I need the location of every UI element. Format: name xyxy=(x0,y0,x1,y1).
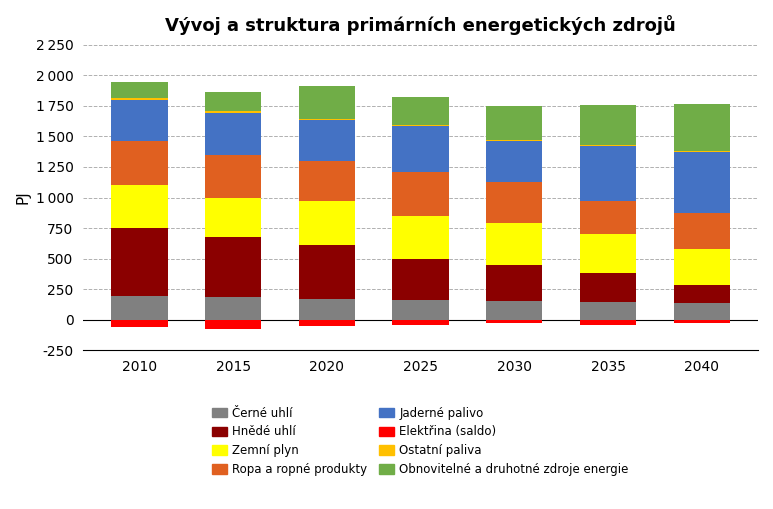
Bar xyxy=(580,146,636,201)
Bar xyxy=(205,155,261,197)
Bar xyxy=(205,197,261,237)
Bar xyxy=(393,216,448,259)
Bar xyxy=(393,320,448,325)
Bar xyxy=(298,161,355,201)
Bar xyxy=(205,237,261,297)
Legend: Černé uhlí, Hnědé uhlí, Zemní plyn, Ropa a ropné produkty, Jaderné palivo, Elekt: Černé uhlí, Hnědé uhlí, Zemní plyn, Ropa… xyxy=(208,402,634,481)
Bar xyxy=(298,120,355,161)
Bar xyxy=(673,320,730,323)
Bar xyxy=(580,145,636,146)
Bar xyxy=(111,320,168,327)
Y-axis label: PJ: PJ xyxy=(15,191,30,205)
Bar xyxy=(580,234,636,273)
Bar xyxy=(580,320,636,325)
Bar xyxy=(486,265,543,301)
Bar xyxy=(673,249,730,286)
Bar xyxy=(111,98,168,100)
Bar xyxy=(486,106,543,139)
Bar xyxy=(205,93,261,111)
Bar xyxy=(393,300,448,320)
Bar xyxy=(393,97,448,125)
Bar xyxy=(673,104,730,151)
Bar xyxy=(673,151,730,152)
Bar xyxy=(580,302,636,320)
Bar xyxy=(298,119,355,120)
Bar xyxy=(486,182,543,222)
Bar xyxy=(111,296,168,320)
Bar xyxy=(393,125,448,126)
Bar xyxy=(673,302,730,320)
Bar xyxy=(673,213,730,249)
Bar xyxy=(673,152,730,213)
Bar xyxy=(111,228,168,296)
Bar xyxy=(580,273,636,302)
Bar xyxy=(298,87,355,119)
Bar xyxy=(111,82,168,98)
Bar xyxy=(486,301,543,320)
Bar xyxy=(205,111,261,114)
Bar xyxy=(673,286,730,302)
Bar xyxy=(205,297,261,320)
Bar xyxy=(298,244,355,299)
Title: Vývoj a struktura primárních energetických zdrojů: Vývoj a struktura primárních energetický… xyxy=(165,15,676,35)
Bar xyxy=(111,140,168,185)
Bar xyxy=(486,140,543,182)
Bar xyxy=(393,172,448,216)
Bar xyxy=(298,201,355,244)
Bar xyxy=(111,185,168,228)
Bar xyxy=(205,320,261,329)
Bar xyxy=(580,105,636,145)
Bar xyxy=(298,320,355,326)
Bar xyxy=(205,114,261,155)
Bar xyxy=(111,100,168,140)
Bar xyxy=(393,126,448,172)
Bar xyxy=(486,320,543,323)
Bar xyxy=(393,259,448,300)
Bar xyxy=(298,299,355,320)
Bar xyxy=(486,139,543,140)
Bar xyxy=(486,222,543,265)
Bar xyxy=(580,201,636,234)
